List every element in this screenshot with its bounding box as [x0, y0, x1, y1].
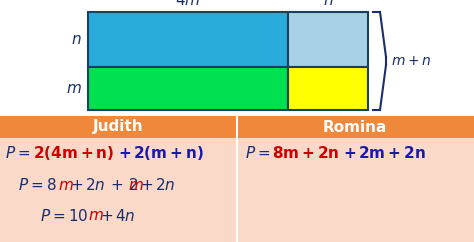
Bar [0, 138, 474, 242]
Bar [288, 12, 368, 67]
Text: $m$: $m$ [58, 177, 74, 192]
Text: $m + n$: $m + n$ [391, 54, 431, 68]
Text: $n$: $n$ [72, 32, 82, 47]
Text: $10$: $10$ [68, 208, 88, 224]
Text: $+\,2n\,+\,2$: $+\,2n\,+\,2$ [70, 177, 138, 193]
Bar [88, 12, 288, 67]
Text: $8$: $8$ [46, 177, 56, 193]
Text: Romina: Romina [323, 120, 387, 135]
Bar [0, 116, 474, 138]
Text: $m$: $m$ [88, 209, 104, 224]
Text: $m$: $m$ [66, 81, 82, 96]
Text: $P=$: $P=$ [40, 208, 65, 224]
Bar [88, 67, 288, 110]
Text: $+\,4n$: $+\,4n$ [100, 208, 136, 224]
Text: $\mathbf{8m+2n}$: $\mathbf{8m+2n}$ [272, 145, 339, 161]
Text: $P=$: $P=$ [18, 177, 43, 193]
Text: $n$: $n$ [323, 0, 333, 8]
Text: $m$: $m$ [128, 177, 144, 192]
Text: $\mathbf{2(4m+n)}$: $\mathbf{2(4m+n)}$ [33, 144, 114, 162]
Text: $4m$: $4m$ [175, 0, 201, 8]
Text: $\mathbf{+\,2m+2n}$: $\mathbf{+\,2m+2n}$ [343, 145, 426, 161]
Text: $\mathbf{+\,2(m+n)}$: $\mathbf{+\,2(m+n)}$ [118, 144, 204, 162]
Text: Judith: Judith [93, 120, 143, 135]
Bar [288, 67, 368, 110]
Text: $P=$: $P=$ [5, 145, 30, 161]
Text: $+\,2n$: $+\,2n$ [140, 177, 175, 193]
Text: $P=$: $P=$ [245, 145, 270, 161]
